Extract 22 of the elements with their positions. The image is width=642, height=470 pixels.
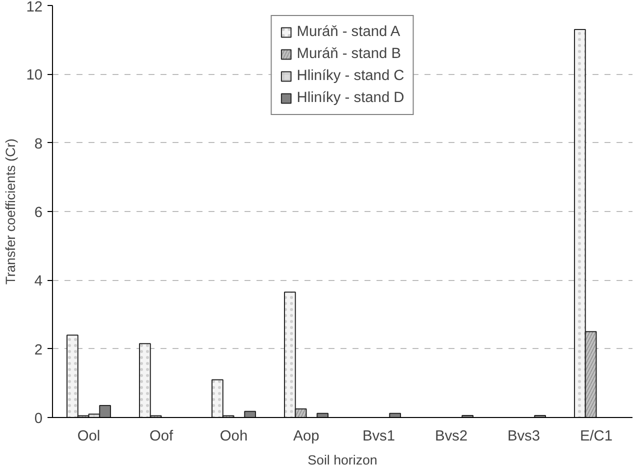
y-tick-label: 10	[26, 68, 43, 84]
legend-label: Muráň - stand B	[296, 46, 402, 62]
y-tick-label: 4	[34, 274, 43, 290]
bar	[244, 410, 256, 418]
legend-label: Hliníky - stand C	[296, 68, 404, 84]
y-tick-label: 12	[26, 0, 43, 16]
y-axis-title: Transfer coefficients (Cr)	[3, 138, 18, 284]
x-tick-label: Ooh	[220, 428, 248, 444]
x-tick-label: Oof	[149, 428, 174, 444]
x-tick-label: E/C1	[580, 428, 613, 444]
x-tick-label: Aop	[293, 428, 320, 444]
legend-label: Hliníky - stand D	[296, 90, 404, 106]
legend-label: Muráň - stand A	[296, 24, 400, 40]
x-tick-label: Bvs3	[507, 428, 540, 444]
x-tick-label: Bvs2	[434, 428, 468, 444]
x-tick-label: Bvs1	[362, 428, 396, 444]
y-tick-label: 8	[34, 136, 43, 152]
x-tick-label: Ool	[77, 428, 100, 444]
y-tick-label: 6	[34, 205, 43, 221]
y-tick-label: 2	[34, 342, 43, 358]
y-tick-label: 0	[34, 411, 43, 427]
x-axis-title: Soil horizon	[308, 452, 378, 468]
